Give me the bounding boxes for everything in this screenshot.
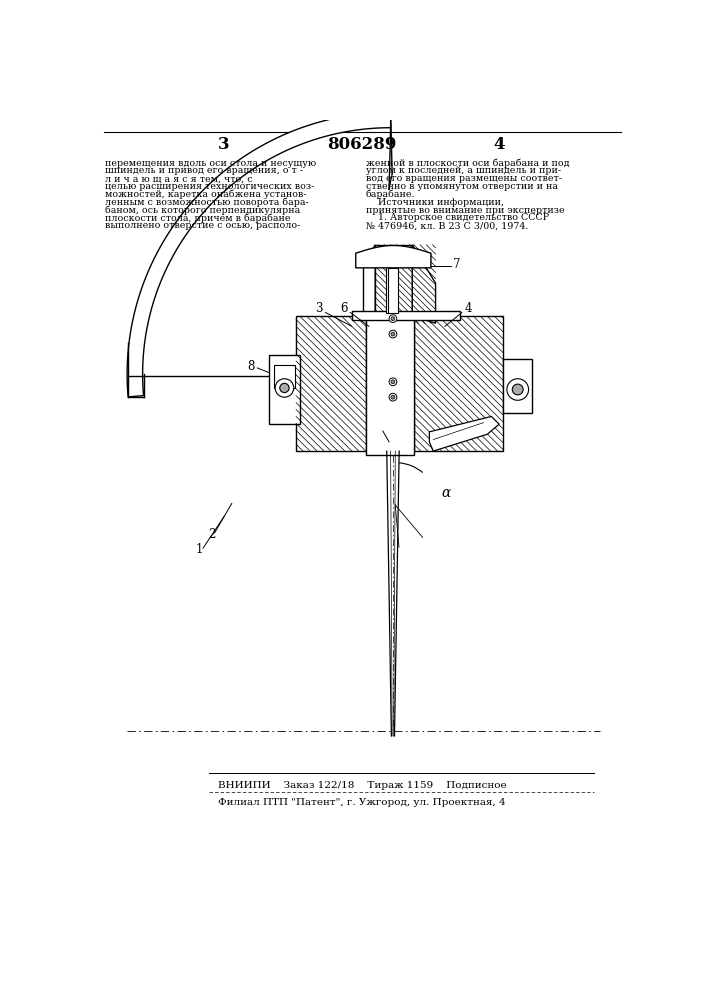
Text: баном, ось которого перпендикулярна: баном, ось которого перпендикулярна [105, 206, 300, 215]
Text: ственно в упомянутом отверстии и на: ственно в упомянутом отверстии и на [366, 182, 558, 191]
Bar [414, 316, 503, 451]
Bar [269, 355, 300, 424]
Text: 3: 3 [315, 302, 323, 315]
Circle shape [507, 379, 529, 400]
Circle shape [391, 395, 395, 399]
Bar [274, 365, 295, 388]
Bar [296, 316, 366, 451]
Text: 6: 6 [340, 302, 348, 315]
Text: 8: 8 [247, 360, 255, 373]
Text: 1. Авторское свидетельство СССР: 1. Авторское свидетельство СССР [366, 213, 549, 222]
Bar [503, 359, 532, 413]
Text: л и ч а ю щ а я с я тем, что, с: л и ч а ю щ а я с я тем, что, с [105, 174, 253, 183]
Text: плоскости стола, причем в барабане: плоскости стола, причем в барабане [105, 213, 291, 223]
Text: № 476946, кл. В 23 С 3/00, 1974.: № 476946, кл. В 23 С 3/00, 1974. [366, 221, 528, 230]
Circle shape [389, 393, 397, 401]
Polygon shape [127, 112, 391, 397]
Bar [388, 255, 395, 309]
Polygon shape [429, 416, 499, 451]
Circle shape [275, 379, 293, 397]
Text: 1: 1 [195, 543, 203, 556]
Circle shape [391, 332, 395, 336]
Text: Источники информации,: Источники информации, [366, 198, 504, 207]
Text: перемещения вдоль оси стола и несущую: перемещения вдоль оси стола и несущую [105, 158, 317, 167]
Text: барабане.: барабане. [366, 190, 415, 199]
Circle shape [389, 315, 397, 323]
Text: выполнено отверстие с осью, располо-: выполнено отверстие с осью, располо- [105, 221, 300, 230]
Text: целью расширения технологических воз-: целью расширения технологических воз- [105, 182, 315, 191]
Circle shape [391, 317, 395, 321]
Text: женной в плоскости оси барабана и под: женной в плоскости оси барабана и под [366, 158, 569, 168]
Text: 3: 3 [218, 136, 230, 153]
Text: принятые во внимание при экспертизе: принятые во внимание при экспертизе [366, 206, 564, 215]
Polygon shape [412, 245, 436, 323]
Circle shape [389, 330, 397, 338]
Bar [387, 268, 398, 312]
Text: ленным с возможностью поворота бара-: ленным с возможностью поворота бара- [105, 198, 309, 207]
Text: шпиндель и привод его вращения, о т -: шпиндель и привод его вращения, о т - [105, 166, 303, 175]
Text: ВНИИПИ    Заказ 122/18    Тираж 1159    Подписное: ВНИИПИ Заказ 122/18 Тираж 1159 Подписное [218, 781, 506, 790]
Circle shape [389, 378, 397, 386]
Text: Филиал ПТП "Патент", г. Ужгород, ул. Проектная, 4: Филиал ПТП "Патент", г. Ужгород, ул. Про… [218, 798, 506, 807]
Text: 7: 7 [452, 258, 460, 271]
Text: углом к последней, а шпиндель и при-: углом к последней, а шпиндель и при- [366, 166, 561, 175]
Bar [352, 311, 460, 320]
Polygon shape [363, 245, 375, 316]
Bar [366, 312, 414, 455]
Circle shape [513, 384, 523, 395]
Polygon shape [356, 246, 431, 268]
Circle shape [391, 380, 395, 384]
Text: 806289: 806289 [327, 136, 397, 153]
Bar [386, 251, 397, 312]
Circle shape [280, 383, 289, 393]
Text: α: α [442, 486, 451, 500]
Text: 5: 5 [371, 423, 379, 436]
Bar [375, 245, 412, 316]
Text: 2: 2 [209, 528, 216, 541]
Text: вод его вращения размещены соответ-: вод его вращения размещены соответ- [366, 174, 562, 183]
Text: можностей, каретка онабжена установ-: можностей, каретка онабжена установ- [105, 190, 307, 199]
Text: 4: 4 [464, 302, 472, 315]
Text: 4: 4 [493, 136, 505, 153]
